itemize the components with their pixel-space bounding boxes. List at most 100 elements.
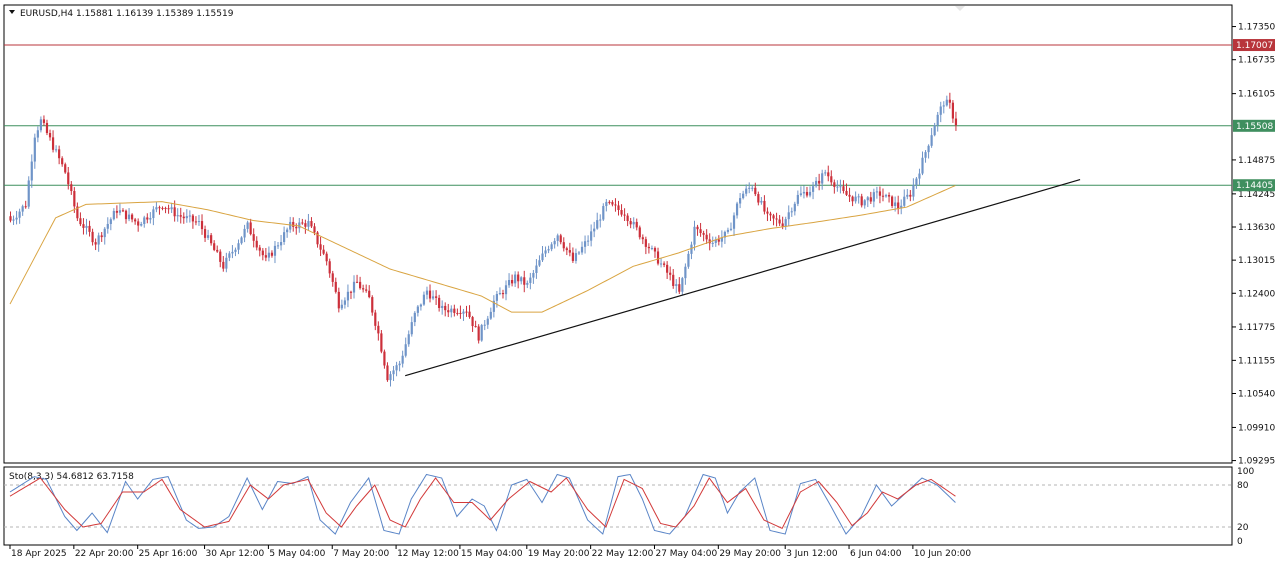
price-tick-label: 1.14245	[1238, 190, 1275, 200]
candle-body	[36, 130, 39, 138]
candle	[550, 242, 553, 252]
candle-body	[906, 194, 909, 197]
candle	[337, 287, 340, 313]
candle	[453, 304, 456, 317]
candle-body	[517, 274, 520, 282]
candle	[504, 280, 508, 301]
candle	[82, 218, 85, 235]
candle	[334, 277, 337, 294]
candle-body	[827, 172, 830, 177]
stochastic-tick-label: 80	[1237, 481, 1249, 491]
candle-body	[653, 248, 657, 252]
ascending-trendline[interactable]	[405, 179, 1081, 377]
candle	[319, 236, 322, 257]
candle	[131, 213, 134, 223]
candle	[197, 214, 201, 226]
candle	[252, 228, 255, 248]
candle-body	[799, 193, 802, 195]
candle	[790, 207, 793, 217]
candle	[352, 275, 356, 299]
candle	[930, 128, 933, 148]
candle	[447, 303, 450, 318]
candle-body	[413, 312, 416, 323]
candle	[331, 270, 334, 287]
candle-body	[140, 223, 143, 226]
candle	[754, 182, 757, 197]
candle	[374, 309, 377, 331]
candle-body	[216, 249, 219, 252]
candle	[64, 162, 67, 174]
candle-body	[511, 279, 514, 284]
candle-body	[577, 252, 581, 254]
candle	[24, 200, 27, 209]
candle-body	[283, 232, 286, 242]
candle-body	[866, 197, 869, 201]
price-tick-label: 1.17350	[1238, 23, 1275, 33]
chart-shift-marker[interactable]	[955, 6, 965, 11]
candle	[468, 305, 471, 319]
candle	[115, 205, 118, 219]
candle	[149, 212, 152, 224]
candle	[851, 195, 854, 207]
candle-body	[164, 207, 167, 209]
candle	[912, 178, 915, 201]
candle-body	[729, 228, 733, 230]
candle-body	[307, 221, 310, 227]
candle	[565, 246, 568, 256]
candle	[775, 212, 778, 227]
candle	[42, 115, 46, 126]
candle	[441, 300, 444, 315]
candle	[720, 230, 723, 248]
candle-body	[790, 211, 793, 213]
candle	[766, 207, 769, 222]
level-tag-bg	[1233, 179, 1275, 192]
candles	[9, 92, 958, 387]
candle	[836, 180, 839, 192]
candle	[514, 271, 517, 287]
candle-body	[836, 186, 839, 188]
candle	[802, 185, 806, 199]
candle-body	[30, 161, 33, 181]
candle-body	[659, 263, 663, 265]
price-tick-label: 1.13015	[1238, 256, 1275, 266]
candle	[410, 316, 413, 337]
candle	[498, 287, 502, 296]
candle	[362, 284, 365, 293]
candle	[507, 273, 511, 288]
candle	[927, 144, 930, 159]
symbol-dropdown-icon[interactable]	[9, 10, 15, 14]
candle-body	[878, 191, 882, 196]
candle	[286, 227, 289, 238]
candle-body	[745, 188, 748, 194]
candle	[945, 95, 948, 107]
candle-body	[249, 222, 252, 235]
candle	[383, 349, 386, 369]
candle	[343, 297, 346, 309]
candle	[891, 195, 894, 209]
candle-body	[942, 105, 945, 107]
candle-body	[918, 173, 921, 179]
candle-body	[477, 326, 480, 341]
candle-body	[641, 237, 644, 240]
time-tick-label: 5 May 04:00	[269, 549, 325, 559]
candle-body	[845, 190, 848, 195]
candle	[255, 236, 258, 251]
candle	[951, 100, 954, 123]
candle	[292, 217, 295, 232]
candle-body	[486, 318, 489, 325]
candle	[48, 129, 52, 141]
candle	[243, 224, 246, 243]
candle-body	[188, 215, 191, 217]
candle	[942, 101, 945, 114]
candle	[237, 239, 240, 255]
candle	[301, 218, 304, 225]
candle	[632, 217, 635, 229]
candle	[146, 213, 149, 224]
candle	[872, 188, 875, 208]
candle-body	[532, 272, 535, 278]
candle	[398, 360, 401, 372]
candle-body	[748, 187, 751, 189]
candle	[489, 307, 492, 320]
candle-body	[70, 184, 73, 192]
candle	[805, 186, 809, 198]
